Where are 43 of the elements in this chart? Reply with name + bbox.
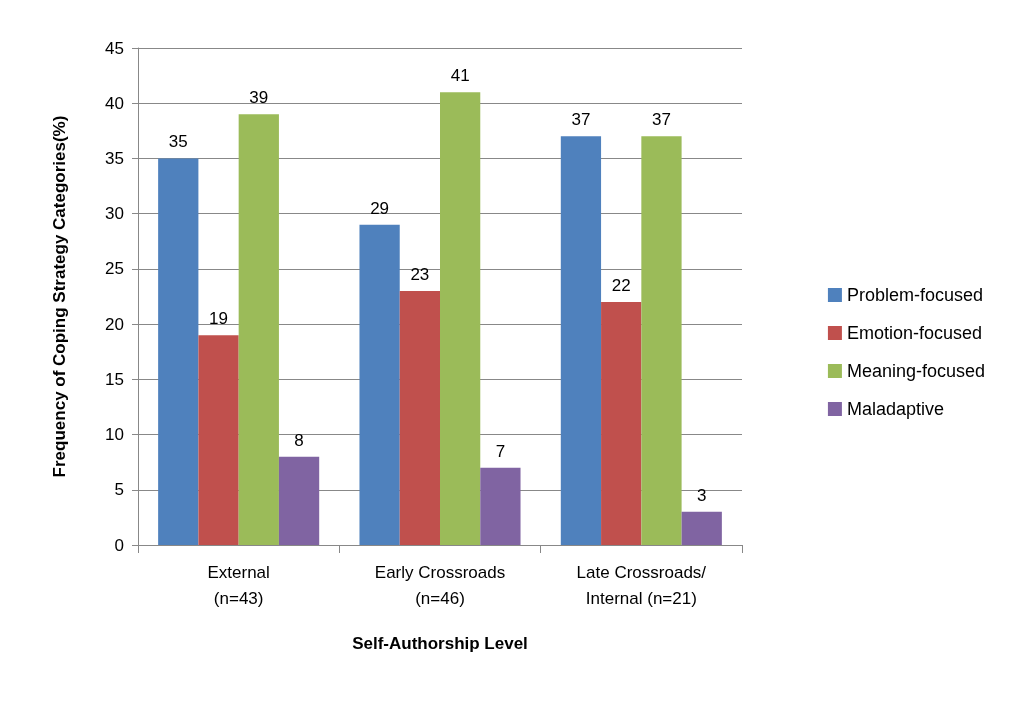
y-tick-label: 45: [105, 38, 124, 58]
bar: [560, 136, 602, 545]
y-tick-label: 5: [114, 480, 124, 500]
data-label: 41: [450, 66, 470, 86]
data-label: 3: [697, 485, 707, 505]
data-label: 22: [611, 276, 631, 296]
bar: [480, 467, 521, 545]
bar: [359, 224, 400, 545]
legend-label: Emotion-focused: [846, 323, 982, 343]
data-label: 23: [410, 264, 430, 284]
y-tick-label: 30: [105, 204, 124, 224]
y-tick-label: 25: [105, 259, 124, 279]
data-label: 29: [370, 198, 390, 218]
bar: [158, 158, 199, 545]
legend-label: Maladaptive: [846, 399, 944, 419]
y-tick-label: 15: [105, 369, 124, 389]
x-tick-label: External (n=43): [207, 562, 270, 608]
legend-label: Meaning-focused: [846, 361, 986, 381]
data-label: 7: [495, 441, 506, 461]
y-tick-label: 10: [105, 425, 124, 445]
x-tick-label: Late Crossroads/ Internal (n=21): [576, 562, 707, 608]
bar: [198, 335, 239, 545]
legend-label: Problem-focused: [846, 285, 983, 305]
bar: [601, 302, 642, 545]
bar: [278, 456, 320, 545]
data-label: 35: [168, 132, 188, 152]
data-label: 19: [209, 309, 228, 329]
y-axis-title: Frequency of Coping Strategy Categories(%): [50, 115, 69, 478]
y-tick-label: 40: [105, 93, 124, 113]
bar: [681, 511, 722, 545]
data-label: 37: [571, 110, 591, 130]
bar: [238, 114, 279, 545]
y-tick-label: 0: [114, 535, 124, 555]
bar: [440, 92, 481, 545]
data-label: 39: [249, 88, 269, 108]
y-tick-label: 20: [105, 314, 124, 334]
bar: [399, 290, 440, 545]
bar: [641, 136, 682, 545]
x-tick-label: Early Crossroads (n=46): [374, 562, 506, 608]
data-label: 8: [294, 430, 304, 450]
x-axis-title: Self-Authorship Level: [352, 634, 528, 653]
data-label: 37: [652, 110, 671, 130]
y-tick-label: 35: [105, 148, 124, 168]
